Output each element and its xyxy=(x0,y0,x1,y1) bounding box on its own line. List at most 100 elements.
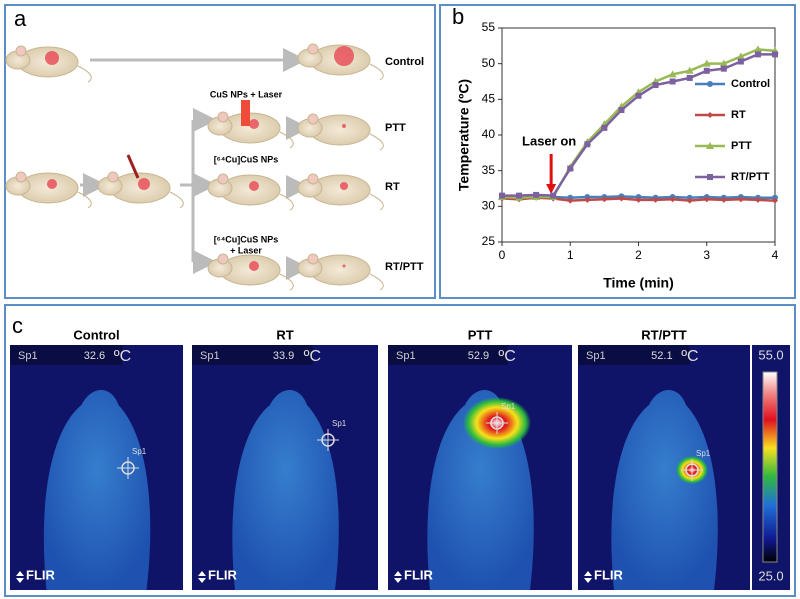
panel-label: b xyxy=(452,4,464,29)
point xyxy=(533,191,540,198)
point xyxy=(635,92,642,99)
point xyxy=(754,196,761,203)
mouse-ear xyxy=(107,171,119,183)
point xyxy=(686,74,693,81)
flir-mark xyxy=(16,571,24,583)
mouse-tail xyxy=(77,191,92,209)
reading-bar xyxy=(192,345,313,365)
mouse-silhouette xyxy=(43,390,151,590)
point xyxy=(516,192,523,199)
point xyxy=(772,51,778,58)
point xyxy=(753,45,762,53)
color-scale xyxy=(762,371,778,563)
tumor xyxy=(249,119,259,129)
mouse-silhouette xyxy=(232,390,339,590)
point xyxy=(685,66,694,74)
mouse-ear xyxy=(15,171,27,183)
y-tick-label: 45 xyxy=(482,92,496,106)
y-tick-label: 55 xyxy=(482,20,496,34)
legend-marker xyxy=(707,81,713,87)
mouse-tail xyxy=(369,273,384,291)
spot-unit: ºC xyxy=(114,348,131,365)
point xyxy=(772,197,778,204)
spot-reading: 32.6 xyxy=(84,350,105,362)
flir-logo: FLIR xyxy=(404,567,433,582)
spot-unit: ºC xyxy=(681,348,698,365)
mouse-tail xyxy=(279,131,294,149)
mouse-ear xyxy=(307,173,319,185)
treatment-label: [⁶⁴Cu]CuS NPs xyxy=(214,154,279,164)
point xyxy=(635,196,642,203)
mouse-icon xyxy=(5,171,92,209)
spot-cross xyxy=(117,457,139,479)
scale-max: 55.0 xyxy=(758,347,783,362)
annotation: Laser on xyxy=(522,133,576,148)
spot-marker-label: Sp1 xyxy=(132,447,147,456)
panel-c-frame xyxy=(4,304,796,597)
point xyxy=(669,78,676,85)
mouse-tail xyxy=(77,65,92,83)
point xyxy=(720,65,727,72)
tumor xyxy=(47,179,57,189)
tumor xyxy=(45,51,59,65)
flir-logo: FLIR xyxy=(594,567,623,582)
mouse-icon xyxy=(5,45,92,83)
x-axis-label: Time (min) xyxy=(603,275,674,291)
spot-unit: ºC xyxy=(304,348,321,365)
mouse-icon xyxy=(207,253,294,291)
mouse-ear xyxy=(15,45,27,57)
mouse-icon xyxy=(297,173,384,211)
point xyxy=(567,165,574,172)
annotation-arrowhead xyxy=(546,184,557,194)
mouse-tail xyxy=(369,133,384,151)
tumor xyxy=(334,46,354,66)
mouse-tail xyxy=(279,193,294,211)
panel-a-frame xyxy=(4,4,436,299)
point xyxy=(601,124,608,131)
x-tick-label: 4 xyxy=(772,248,779,262)
mouse-icon xyxy=(97,171,184,209)
mouse-ear xyxy=(307,253,319,265)
spot-cross xyxy=(681,459,703,481)
y-tick-label: 50 xyxy=(482,56,496,70)
spot-marker-label: Sp1 xyxy=(501,402,516,411)
y-axis-label: Temperature (ºC) xyxy=(456,79,472,191)
mouse-tail xyxy=(279,273,294,291)
mouse-tail xyxy=(169,191,184,209)
spot-label: Sp1 xyxy=(200,350,220,362)
point xyxy=(703,67,710,74)
point xyxy=(703,196,710,203)
flir-mark xyxy=(584,571,592,583)
treatment-label: CuS NPs + Laser xyxy=(210,89,283,99)
y-tick-label: 30 xyxy=(482,199,496,213)
panel-label: a xyxy=(14,6,27,31)
mouse-icon xyxy=(207,111,294,149)
point xyxy=(584,196,591,203)
point xyxy=(652,196,659,203)
y-tick-label: 25 xyxy=(482,234,496,248)
scale-min: 25.0 xyxy=(758,568,783,583)
flir-logo: FLIR xyxy=(26,567,55,582)
laser-beam xyxy=(241,100,250,126)
point xyxy=(702,59,711,67)
point xyxy=(550,192,557,199)
tumor xyxy=(340,182,348,190)
flir-mark xyxy=(198,571,206,583)
spot-label: Sp1 xyxy=(586,350,606,362)
point xyxy=(754,51,761,58)
spot-reading: 52.1 xyxy=(651,350,672,362)
mouse-ear xyxy=(307,43,319,55)
image-title: PTT xyxy=(468,327,493,342)
legend-marker xyxy=(707,174,713,180)
spot-label: Sp1 xyxy=(396,350,416,362)
x-tick-label: 0 xyxy=(499,248,506,262)
mouse-silhouette xyxy=(611,390,718,590)
mouse-ear xyxy=(217,173,229,185)
spot-marker-label: Sp1 xyxy=(696,449,711,458)
x-tick-label: 1 xyxy=(567,248,574,262)
mouse-tail xyxy=(369,63,384,81)
legend-marker xyxy=(707,112,713,118)
mouse-tail xyxy=(369,193,384,211)
point xyxy=(618,195,625,202)
point xyxy=(736,52,745,60)
